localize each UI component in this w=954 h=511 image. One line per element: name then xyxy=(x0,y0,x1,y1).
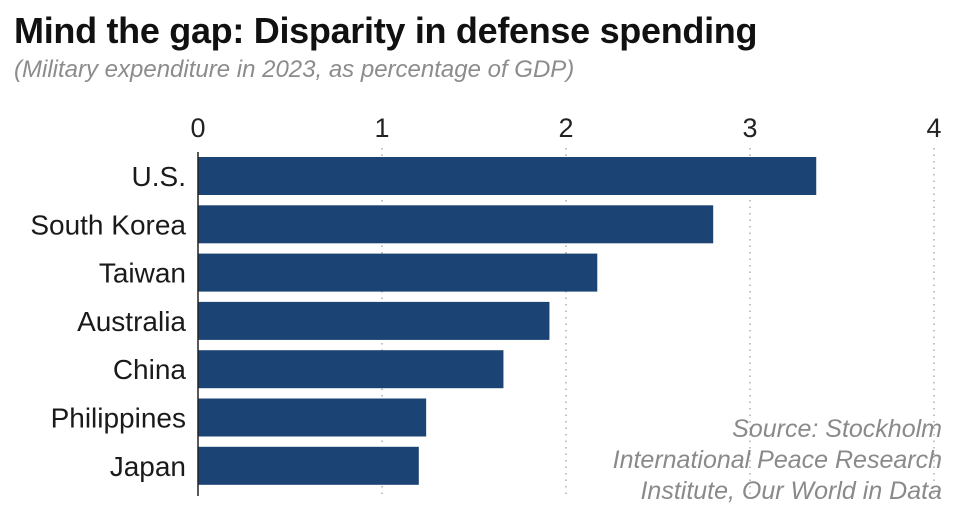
source-note: Source: Stockholm International Peace Re… xyxy=(613,414,942,507)
bar xyxy=(198,253,598,292)
x-tick-label: 0 xyxy=(190,113,205,143)
source-line: International Peace Research xyxy=(612,446,942,474)
x-tick-label: 4 xyxy=(926,113,941,143)
chart-subtitle: (Military expenditure in 2023, as percen… xyxy=(14,56,575,83)
category-label: Philippines xyxy=(51,403,186,434)
bars xyxy=(198,157,817,485)
bar xyxy=(198,446,419,485)
category-label: South Korea xyxy=(30,209,186,240)
bar xyxy=(198,398,427,437)
source-line: Source: Stockholm xyxy=(732,415,942,443)
bar xyxy=(198,301,550,340)
bar xyxy=(198,350,504,389)
category-label: Japan xyxy=(110,451,186,482)
chart-title: Mind the gap: Disparity in defense spend… xyxy=(14,10,758,51)
x-tick-label: 3 xyxy=(742,113,757,143)
category-labels: U.S. South Korea Taiwan Australia China Phili… xyxy=(30,161,186,482)
x-tick-label: 1 xyxy=(374,113,389,143)
x-tick-label: 2 xyxy=(558,113,573,143)
x-axis-ticks: 0 1 2 3 4 xyxy=(190,113,941,143)
category-label: China xyxy=(113,354,187,385)
category-label: U.S. xyxy=(132,161,186,192)
category-label: Australia xyxy=(77,306,186,337)
bar xyxy=(198,157,817,195)
source-line: Institute, Our World in Data xyxy=(640,477,942,505)
category-label: Taiwan xyxy=(99,258,186,289)
bar xyxy=(198,205,714,244)
